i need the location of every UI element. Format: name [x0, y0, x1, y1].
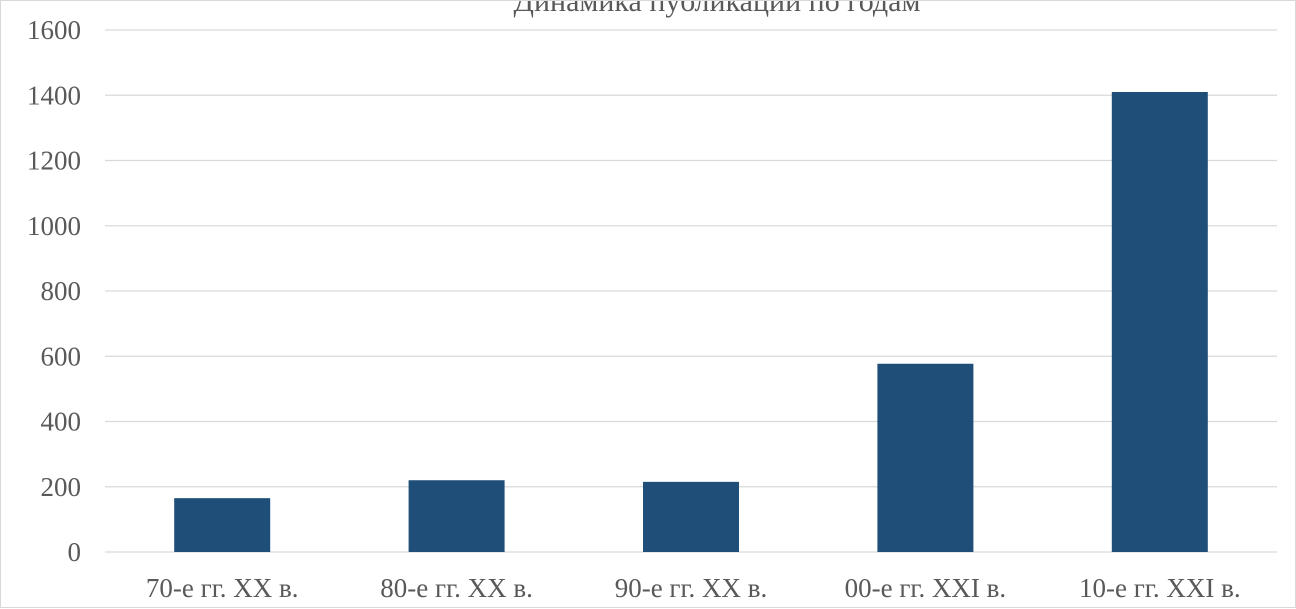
x-tick-label: 00-е гг. XXI в. [845, 573, 1007, 603]
x-tick-label: 70-е гг. XX в. [146, 573, 299, 603]
bar [174, 498, 271, 552]
y-tick-label: 1600 [27, 15, 81, 45]
bar [1111, 91, 1208, 553]
bar [877, 363, 974, 552]
y-tick-label: 200 [41, 472, 82, 502]
x-tick-label: 10-е гг. XXI в. [1079, 573, 1241, 603]
y-tick-label: 0 [68, 537, 82, 567]
x-tick-label: 80-е гг. XX в. [380, 573, 533, 603]
x-tick-label: 90-е гг. XX в. [615, 573, 768, 603]
y-tick-label: 1200 [27, 146, 81, 176]
bar [643, 481, 739, 552]
y-axis-tick-labels: 0 200 400 600 800 1000 1200 1400 1600 [27, 15, 81, 567]
chart-title: Динамика публикаций по годам [514, 1, 921, 18]
y-tick-label: 1400 [27, 80, 81, 110]
y-tick-label: 600 [41, 341, 82, 371]
y-tick-label: 800 [41, 276, 82, 306]
bar [408, 480, 505, 552]
gridlines [105, 29, 1277, 553]
x-axis-tick-labels: 70-е гг. XX в. 80-е гг. XX в. 90-е гг. XX … [146, 573, 1241, 603]
bars [174, 91, 1208, 553]
y-tick-label: 1000 [27, 211, 81, 241]
y-tick-label: 400 [41, 407, 82, 437]
